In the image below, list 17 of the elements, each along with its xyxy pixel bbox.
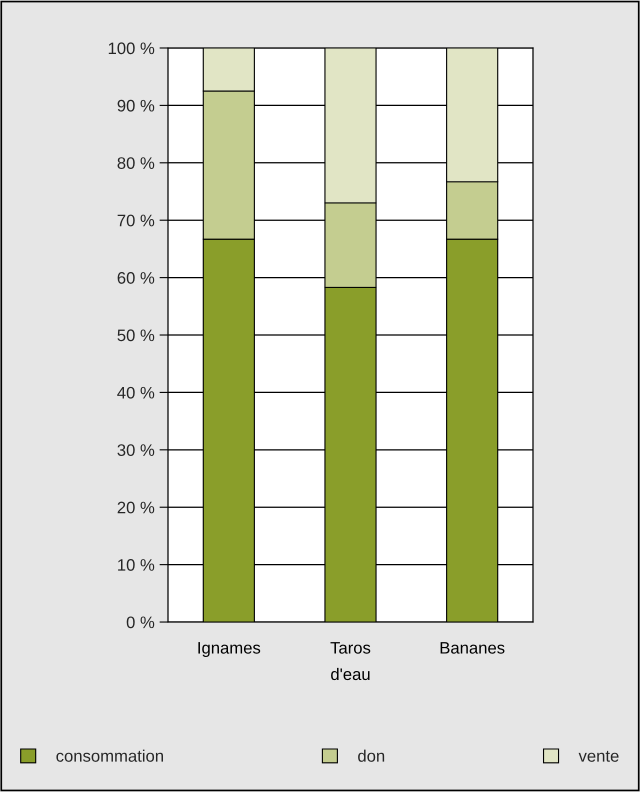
y-tick-label: 0 % <box>126 616 154 628</box>
y-tick-label: 60 % <box>118 272 154 284</box>
x-tick-label: Taros d'eau <box>330 642 370 680</box>
y-tick-label: 40 % <box>117 386 154 399</box>
legend-label: don <box>358 750 384 762</box>
legend-label: consommation <box>56 750 163 762</box>
y-tick-label: 10 % <box>118 559 154 571</box>
y-tick-label: 80 % <box>118 157 154 170</box>
x-tick-label: Ignames <box>198 642 260 658</box>
y-tick-label: 90 % <box>118 100 154 112</box>
y-tick-label: 20 % <box>118 502 154 514</box>
y-tick-label: 70 % <box>118 214 154 226</box>
x-tick-label: Bananes <box>440 642 504 654</box>
legend-label: vente <box>578 750 619 762</box>
y-tick-label: 100 % <box>108 42 154 54</box>
y-tick-label: 50 % <box>117 329 154 342</box>
y-tick-label: 30 % <box>117 444 154 456</box>
